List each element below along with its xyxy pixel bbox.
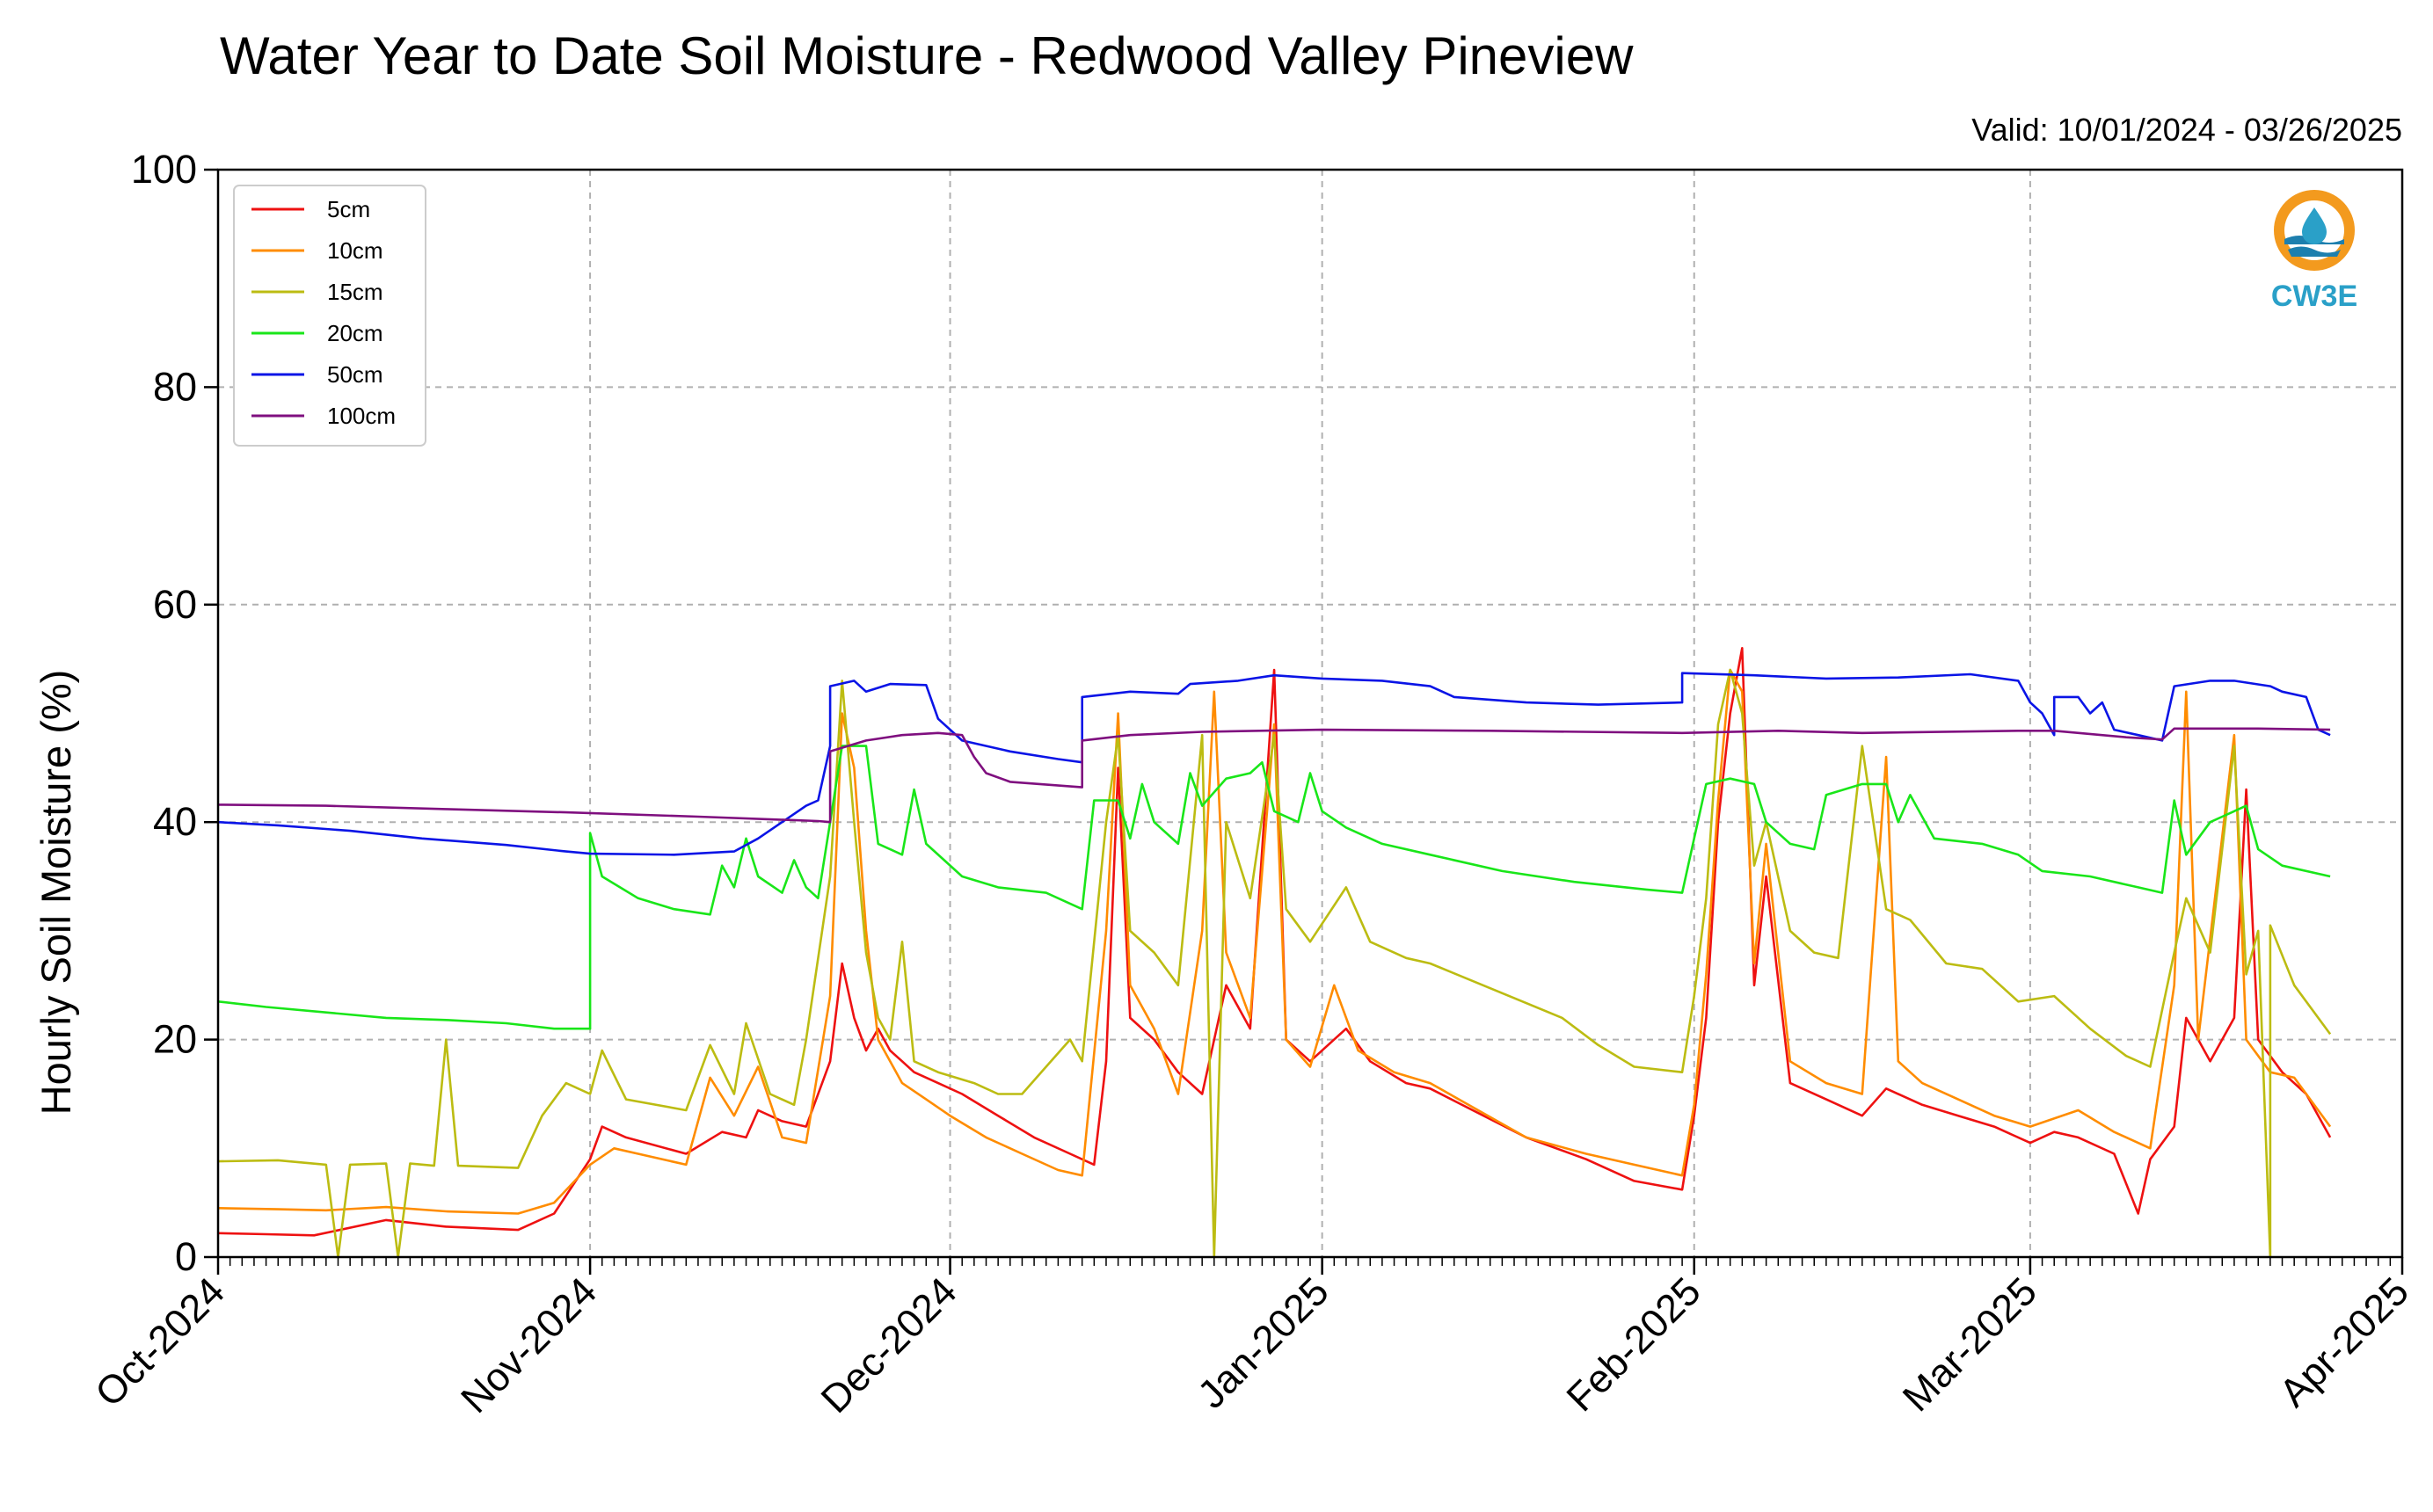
x-tick-label: Feb-2025 — [1558, 1268, 1709, 1420]
plot-area — [217, 646, 2332, 1259]
legend-label: 15cm — [327, 279, 383, 305]
legend-label: 50cm — [327, 361, 383, 388]
y-tick-label: 20 — [153, 1017, 197, 1062]
valid-date-range: Valid: 10/01/2024 - 03/26/2025 — [1971, 112, 2402, 148]
chart-title: Water Year to Date Soil Moisture - Redwo… — [220, 26, 1634, 85]
droplet-icon — [2302, 207, 2327, 244]
y-axis-label: Hourly Soil Moisture (%) — [33, 670, 79, 1116]
cw3e-logo: CW3E — [2271, 190, 2357, 313]
axis-ticks: 0 20 40 60 80 100 Oct-2024 Nov-2024 Dec-2024 Jan-… — [86, 147, 2417, 1421]
legend-label: 100cm — [327, 403, 396, 429]
x-tick-label: Dec-2024 — [812, 1268, 965, 1421]
legend-label: 20cm — [327, 320, 383, 346]
y-tick-label: 60 — [153, 582, 197, 627]
series-line-15cm — [217, 668, 2332, 1259]
series-line-100cm — [217, 727, 2331, 824]
logo-text: CW3E — [2271, 280, 2357, 313]
y-tick-label: 100 — [131, 147, 197, 192]
legend-label: 5cm — [327, 196, 370, 222]
legend: 5cm 10cm 15cm 20cm 50cm 100cm — [233, 185, 426, 447]
y-tick-label: 0 — [175, 1234, 197, 1279]
grid-lines — [218, 170, 2402, 1257]
series-line-50cm — [217, 672, 2331, 856]
logo-wave-2 — [2288, 246, 2341, 257]
x-tick-label: Apr-2025 — [2270, 1268, 2417, 1415]
y-tick-label: 80 — [153, 364, 197, 409]
series-line-20cm — [217, 745, 2331, 1030]
y-tick-label: 40 — [153, 799, 197, 844]
x-tick-label: Oct-2024 — [86, 1268, 233, 1415]
x-tick-label: Jan-2025 — [1189, 1268, 1337, 1417]
legend-label: 10cm — [327, 237, 383, 264]
series-line-10cm — [217, 668, 2332, 1215]
plot-frame — [216, 168, 2404, 1259]
x-tick-label: Nov-2024 — [452, 1268, 605, 1421]
x-tick-label: Mar-2025 — [1894, 1268, 2045, 1420]
